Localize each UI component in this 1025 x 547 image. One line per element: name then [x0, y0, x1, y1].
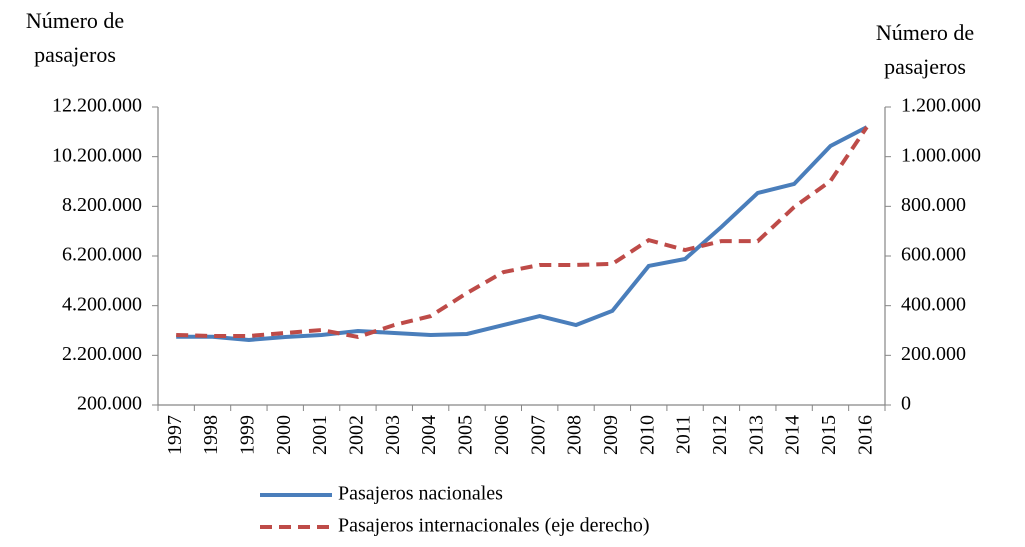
x-tick-label: 2012 [709, 415, 731, 455]
x-tick-label: 2016 [854, 415, 876, 455]
y2-tick-label: 800.000 [901, 194, 966, 216]
x-tick-label: 2000 [273, 415, 295, 455]
series-line [176, 125, 868, 342]
y2-tick-label: 0 [901, 393, 911, 415]
x-tick-label: 1998 [200, 415, 222, 455]
x-tick-label: 2009 [600, 415, 622, 455]
y2-axis-title: Número de pasajeros [875, 20, 975, 79]
y-tick-label: 10.200.000 [52, 144, 142, 166]
y-tick-label: 12.200.000 [52, 95, 142, 117]
y-tick-label: 8.200.000 [62, 194, 142, 216]
y-tick-label: 200.000 [77, 393, 142, 415]
y-tick-label: 2.200.000 [62, 343, 142, 365]
y-tick-label: 4.200.000 [62, 293, 142, 315]
x-tick-label: 2005 [455, 415, 477, 455]
x-tick-label: 2014 [782, 415, 804, 455]
y2-tick-label: 600.000 [901, 244, 966, 266]
x-tick-label: 2013 [745, 415, 767, 455]
y2-tick-label: 1.000.000 [901, 144, 981, 166]
x-tick-label: 1999 [236, 415, 258, 455]
x-tick-label: 1997 [164, 415, 186, 455]
x-tick-label: 2001 [309, 415, 331, 455]
x-tick-label: 2003 [382, 415, 404, 455]
legend-label: Pasajeros nacionales [338, 483, 503, 505]
y2-tick-label: 200.000 [901, 343, 966, 365]
x-tick-label: 2008 [564, 415, 586, 455]
x-tick-label: 2004 [418, 415, 440, 455]
x-tick-label: 2010 [636, 415, 658, 455]
x-tick-label: 2002 [346, 415, 368, 455]
x-tick-label: 2006 [491, 415, 513, 455]
series-line [176, 125, 869, 340]
y-axis-title: Número de pasajeros [25, 8, 125, 67]
y2-tick-label: 400.000 [901, 293, 966, 315]
legend-label: Pasajeros internacionales (eje derecho) [338, 515, 650, 537]
x-tick-label: 2007 [527, 415, 549, 455]
x-tick-label: 2015 [818, 415, 840, 455]
y-tick-label: 6.200.000 [62, 244, 142, 266]
y2-tick-label: 1.200.000 [901, 95, 981, 117]
x-tick-label: 2011 [673, 415, 695, 454]
